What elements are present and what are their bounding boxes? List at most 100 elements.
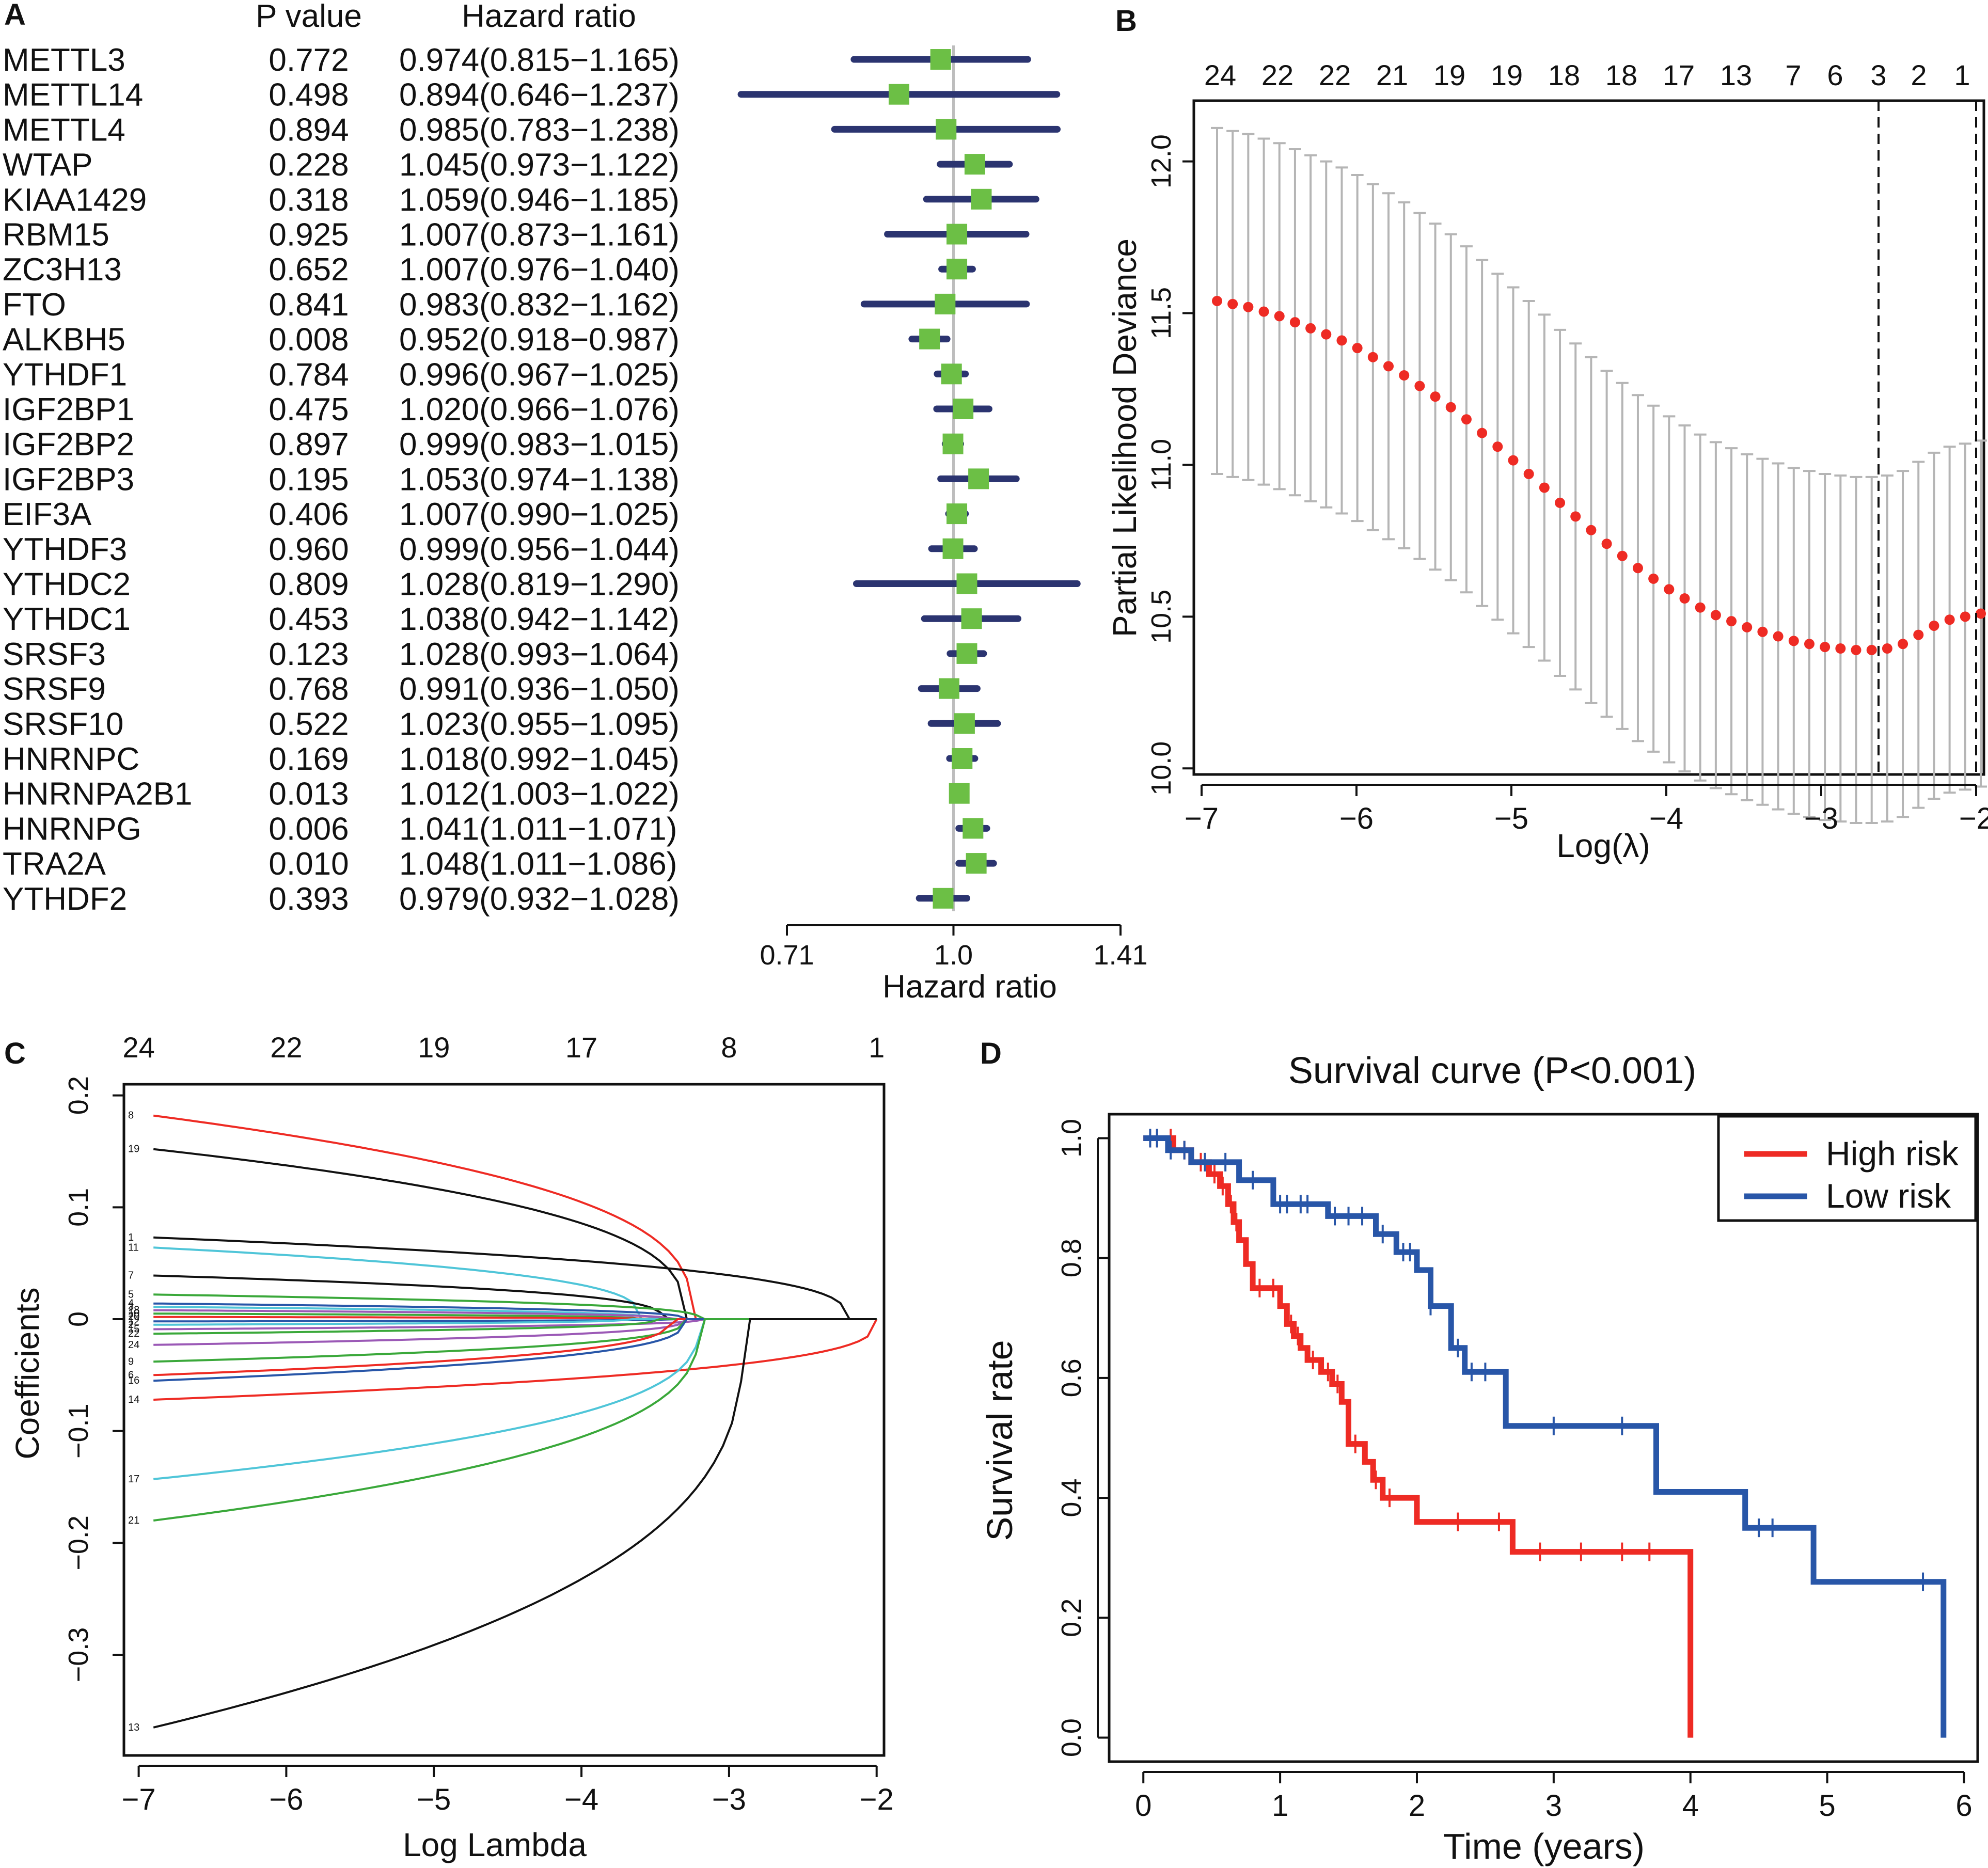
- hazard-ratio-text: 1.018(0.992−1.045): [399, 741, 680, 777]
- hr-point: [952, 748, 973, 769]
- top-df-label: 13: [1720, 59, 1752, 91]
- y-tick-label: 0.2: [63, 1076, 94, 1115]
- deviance-point: [1539, 482, 1550, 493]
- top-df-label: 22: [1319, 59, 1351, 91]
- gene-label: YTHDF3: [3, 532, 127, 567]
- y-axis-title: Coefficients: [9, 1287, 46, 1459]
- plot-box: [122, 1083, 886, 1757]
- p-value: 0.772: [269, 42, 349, 78]
- deviance-point: [1835, 643, 1846, 654]
- gene-label: SRSF3: [3, 637, 106, 672]
- hazard-ratio-text: 1.020(0.966−1.076): [399, 392, 680, 428]
- y-tick-label: 1.0: [1056, 1119, 1087, 1158]
- path-label: 4: [128, 1298, 134, 1309]
- legend-label: High risk: [1826, 1134, 1959, 1173]
- hr-point: [938, 678, 959, 699]
- p-value: 0.393: [269, 881, 349, 917]
- p-value: 0.228: [269, 147, 349, 183]
- deviance-point: [1414, 381, 1425, 391]
- y-tick-label: 11.5: [1146, 287, 1177, 339]
- panel-letter-a: A: [4, 0, 26, 31]
- p-value: 0.768: [269, 672, 349, 707]
- p-value: 0.010: [269, 846, 349, 882]
- x-tick-label: −7: [1185, 802, 1219, 835]
- hr-point: [966, 853, 987, 874]
- p-value: 0.784: [269, 357, 349, 392]
- hr-point: [963, 818, 984, 839]
- y-tick-label: 10.0: [1146, 741, 1177, 796]
- deviance-point: [1757, 626, 1768, 637]
- y-tick-label: 10.5: [1146, 590, 1177, 644]
- gene-label: TRA2A: [3, 846, 106, 882]
- coefficient-path: [153, 1318, 877, 1729]
- hazard-ratio-text: 0.996(0.967−1.025): [399, 357, 680, 392]
- deviance-point: [1586, 525, 1597, 535]
- gene-label: METTL3: [3, 42, 125, 78]
- top-df-label: 19: [418, 1031, 450, 1064]
- coefficient-path: [153, 1319, 878, 1401]
- y-axis-title: Survival rate: [980, 1340, 1020, 1541]
- hr-point: [968, 468, 989, 489]
- top-df-label: 17: [1663, 59, 1695, 91]
- legend-label: Low risk: [1826, 1177, 1951, 1215]
- deviance-point: [1321, 329, 1332, 340]
- chart-title: Survival curve (P<0.001): [1288, 1050, 1696, 1091]
- x-tick-label: −6: [1339, 802, 1374, 835]
- x-tick-label: 1.41: [1093, 940, 1147, 971]
- path-label: 8: [128, 1110, 134, 1121]
- hr-point: [933, 888, 954, 909]
- hazard-ratio-text: 0.991(0.936−1.050): [399, 672, 680, 707]
- path-label: 6: [128, 1369, 134, 1381]
- top-df-label: 6: [1827, 59, 1843, 91]
- hr-point: [961, 608, 982, 629]
- deviance-point: [1898, 639, 1908, 650]
- hazard-ratio-text: 1.028(0.819−1.290): [399, 567, 680, 603]
- x-tick-label: 0: [1135, 1789, 1151, 1823]
- x-tick-label: 4: [1682, 1789, 1699, 1823]
- p-value: 0.169: [269, 741, 349, 777]
- plot-box: [1108, 1113, 1979, 1763]
- p-value: 0.897: [269, 427, 349, 463]
- p-value: 0.318: [269, 182, 349, 218]
- cv-deviance-plot: −7 −6 −5 −4 −3 −2 Log(λ) 10.0 10.5 11.0 11.5 12.0 Pa…: [1106, 59, 1988, 864]
- x-tick-label: −3: [1804, 802, 1838, 835]
- x-axis-title: Log Lambda: [403, 1826, 587, 1863]
- deviance-point: [1929, 620, 1939, 631]
- hazard-ratio-text: 1.007(0.873−1.161): [399, 217, 680, 253]
- deviance-point: [1508, 455, 1519, 466]
- gene-label: IGF2BP2: [3, 427, 134, 463]
- y-tick-label: 0.6: [1056, 1358, 1087, 1397]
- deviance-point: [1399, 370, 1410, 381]
- deviance-point: [1492, 441, 1503, 452]
- hr-point: [946, 503, 968, 525]
- deviance-point: [1289, 317, 1300, 328]
- gene-label: ALKBH5: [3, 322, 125, 358]
- coefficient-path: [153, 1318, 877, 1522]
- panel-letter-c: C: [4, 1037, 26, 1070]
- deviance-point: [1944, 614, 1955, 625]
- coefficient-path: [153, 1114, 877, 1320]
- deviance-point: [1788, 636, 1799, 646]
- path-label: 7: [128, 1270, 134, 1281]
- hazard-ratio-text: 1.059(0.946−1.185): [399, 182, 680, 218]
- p-value-header: P value: [256, 0, 362, 34]
- gene-label: IGF2BP1: [3, 392, 134, 428]
- x-tick-label: −5: [417, 1783, 451, 1816]
- y-tick-label: −0.3: [63, 1627, 94, 1683]
- path-label: 24: [128, 1339, 139, 1351]
- coefficient-path: [153, 1236, 877, 1320]
- hazard-ratio-text: 0.999(0.956−1.044): [399, 532, 680, 567]
- y-tick-label: −0.1: [63, 1403, 94, 1459]
- path-label: 3: [128, 1301, 134, 1312]
- hr-point: [942, 538, 964, 559]
- deviance-point: [1477, 428, 1488, 438]
- hazard-ratio-text: 0.974(0.815−1.165): [399, 42, 680, 78]
- y-tick-label: 11.0: [1146, 439, 1177, 491]
- hr-point: [936, 119, 957, 140]
- hazard-ratio-text: 1.041(1.011−1.071): [399, 811, 677, 847]
- hazard-ratio-text: 1.045(0.973−1.122): [399, 147, 680, 183]
- deviance-point: [1383, 361, 1394, 372]
- deviance-point: [1445, 402, 1456, 413]
- hazard-ratio-text: 0.999(0.983−1.015): [399, 427, 680, 463]
- p-value: 0.008: [269, 322, 349, 358]
